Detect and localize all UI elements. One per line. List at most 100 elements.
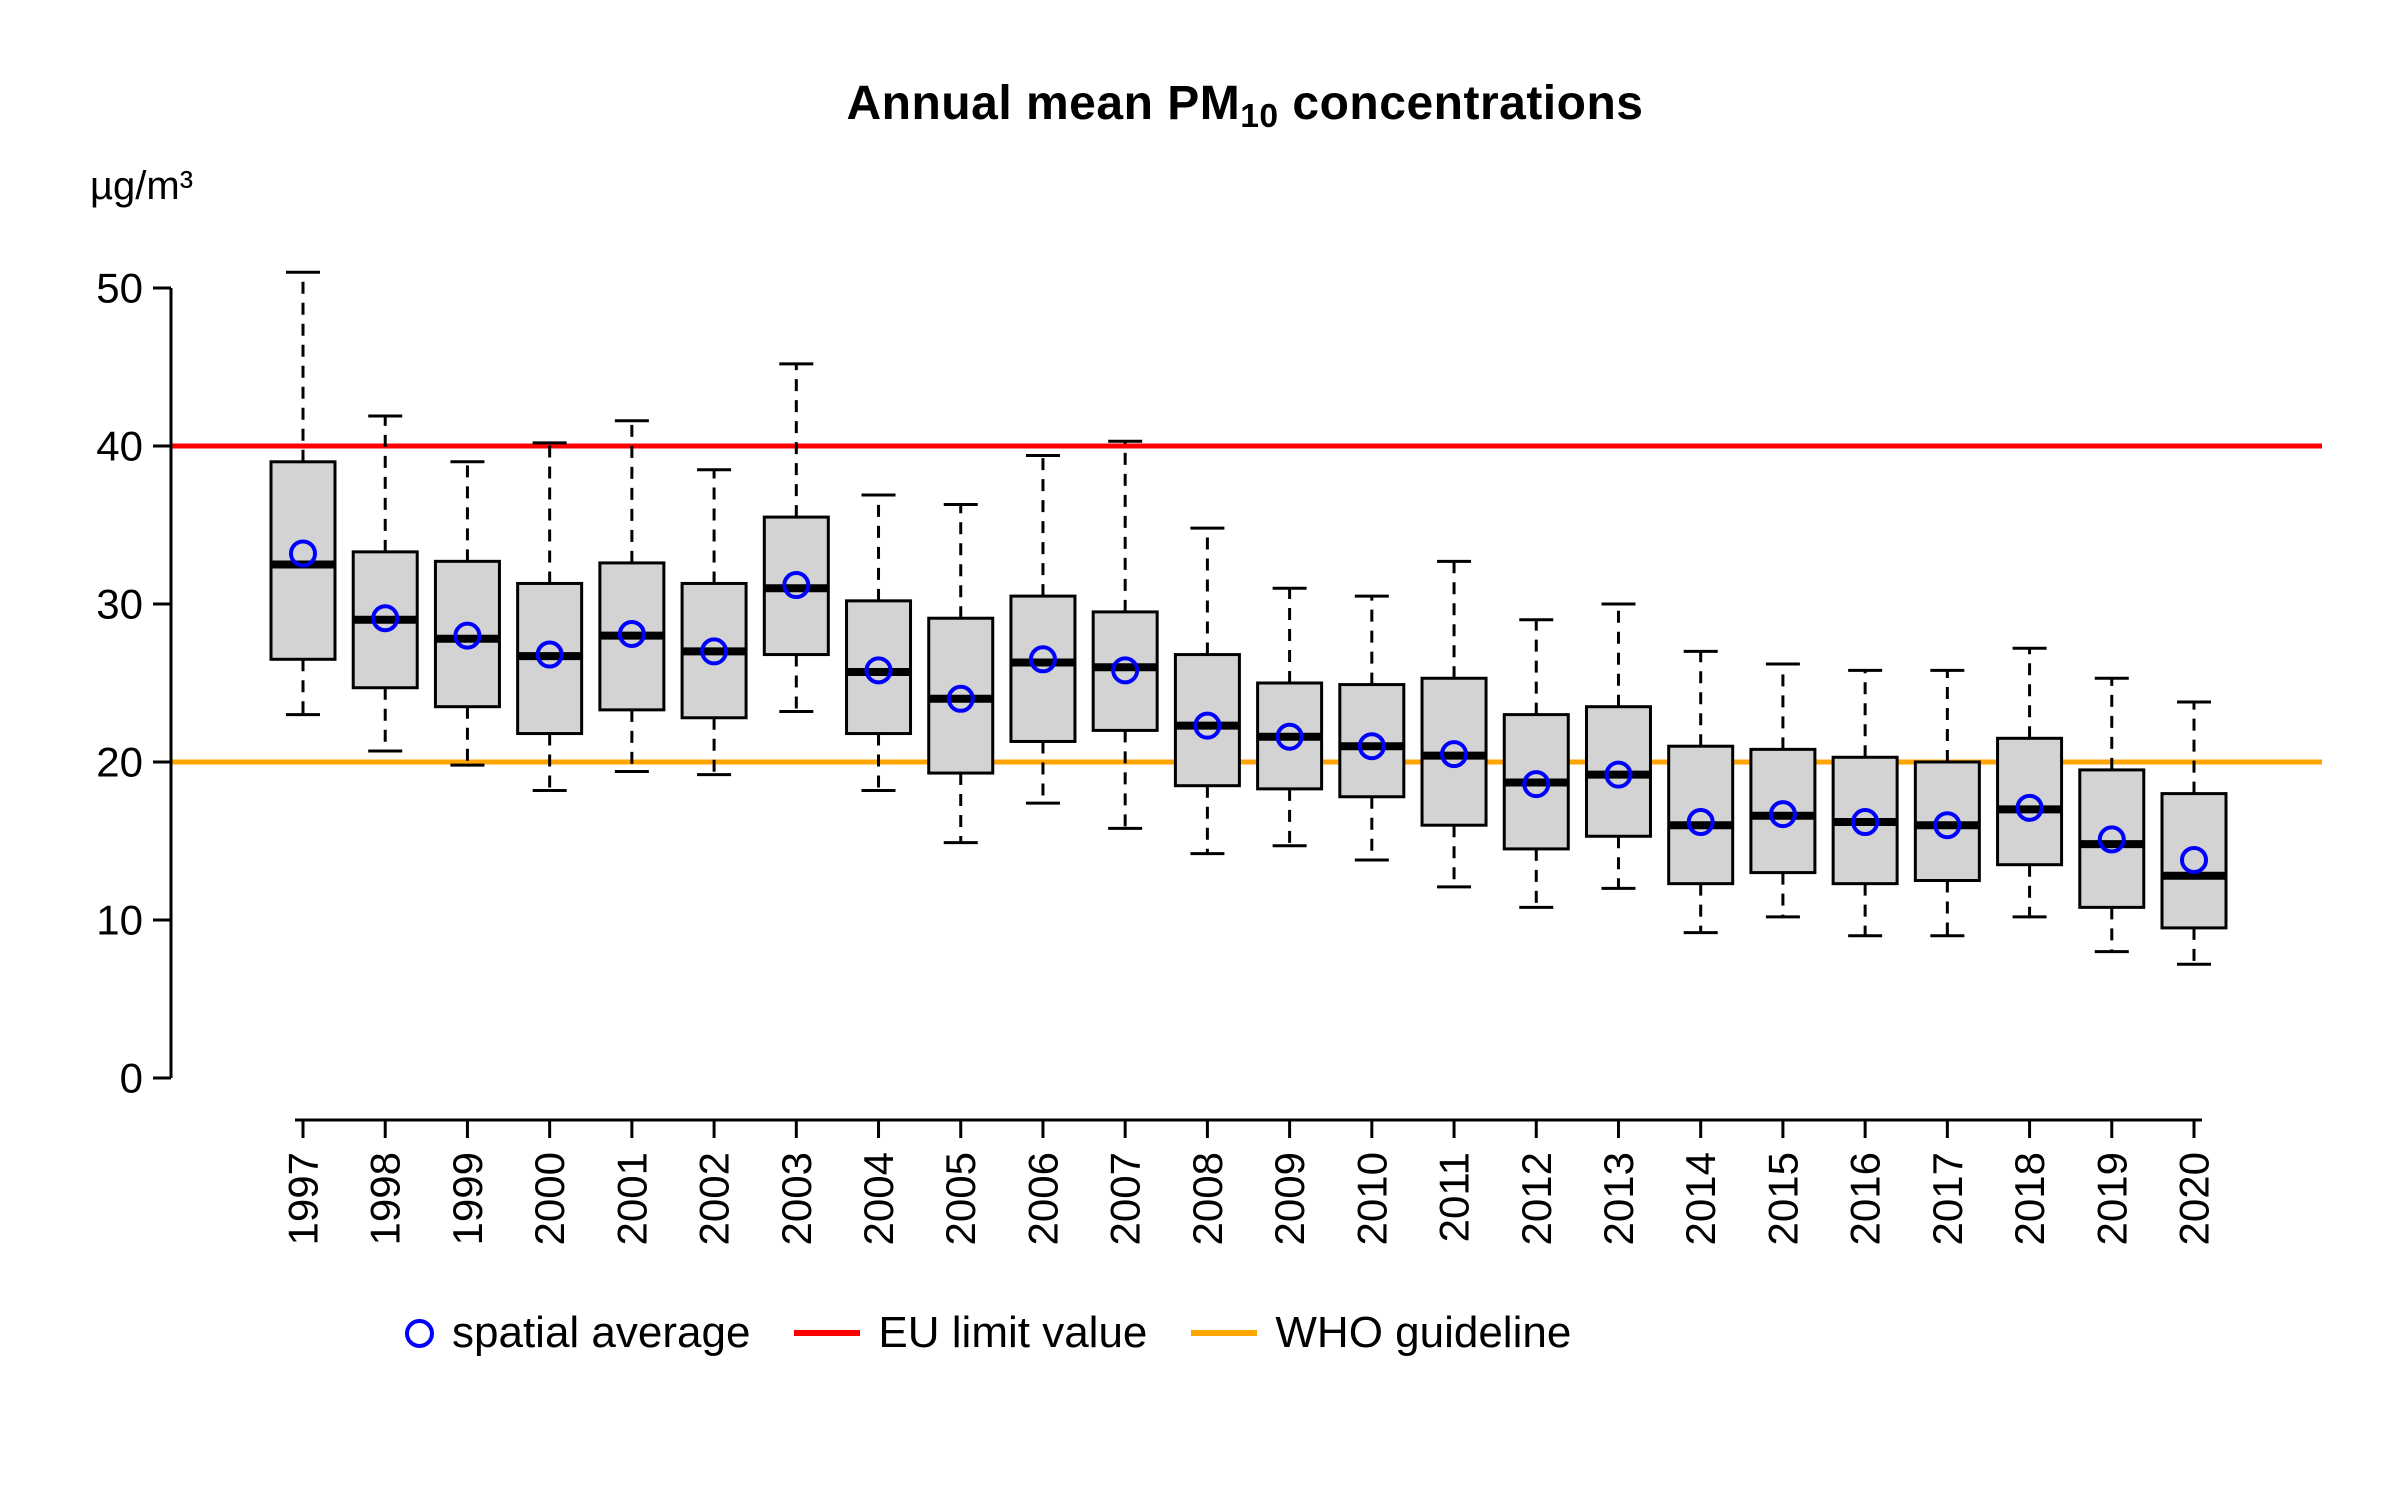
box-group-2001 <box>598 419 666 773</box>
box-group-2004 <box>845 493 913 792</box>
x-tick-label-2018: 2018 <box>2006 1152 2053 1245</box>
x-tick-label-1998: 1998 <box>362 1152 409 1245</box>
y-tick-label-0: 0 <box>120 1055 143 1102</box>
mean-point <box>371 604 400 633</box>
box-group-2009 <box>1256 586 1324 848</box>
box-group-2003 <box>762 362 830 713</box>
mean-point <box>1686 808 1715 837</box>
box-group-2015 <box>1749 662 1817 919</box>
box-group-2020 <box>2160 700 2228 966</box>
mean-point <box>289 539 317 568</box>
x-tick-label-2010: 2010 <box>1348 1152 1395 1245</box>
mean-point <box>1440 740 1469 769</box>
mean-point <box>1275 722 1304 751</box>
y-tick-label-40: 40 <box>96 423 143 470</box>
mean-point <box>1768 800 1797 829</box>
y-tick-label-50: 50 <box>96 265 143 312</box>
box-rect <box>1667 744 1735 886</box>
box-group-2013 <box>1584 602 1652 890</box>
mean-point <box>864 656 893 685</box>
mean-point <box>1193 711 1222 740</box>
mean-point <box>535 640 564 669</box>
x-tick-label-2016: 2016 <box>1842 1152 1889 1245</box>
x-tick-label-2012: 2012 <box>1513 1152 1560 1245</box>
box-group-2000 <box>516 441 584 792</box>
y-axis-unit-label: µg/m³ <box>90 164 194 208</box>
x-tick-label-2006: 2006 <box>1019 1152 1066 1245</box>
box-rect <box>1338 683 1406 799</box>
box-group-2010 <box>1338 594 1406 862</box>
box-group-2017 <box>1913 668 1981 938</box>
mean-point <box>1933 811 1962 840</box>
x-tick-label-2008: 2008 <box>1184 1152 1231 1245</box>
box-group-2002 <box>680 468 748 777</box>
x-tick-label-2001: 2001 <box>608 1152 655 1245</box>
mean-point <box>1851 808 1880 837</box>
x-tick-label-2004: 2004 <box>855 1152 902 1245</box>
box-rect <box>433 559 501 709</box>
x-tick-label-2014: 2014 <box>1677 1152 1724 1245</box>
box-rect <box>2078 768 2146 909</box>
y-tick-label-20: 20 <box>96 739 143 786</box>
x-tick-label-2020: 2020 <box>2171 1152 2218 1245</box>
box-group-2016 <box>1831 668 1899 938</box>
mean-point <box>700 637 729 666</box>
x-tick-label-2005: 2005 <box>937 1152 984 1245</box>
x-tick-label-2000: 2000 <box>526 1152 573 1245</box>
y-tick-label-10: 10 <box>96 897 143 944</box>
x-tick-label-2011: 2011 <box>1431 1152 1478 1242</box>
chart-title-subscript: 10 <box>1240 98 1279 136</box>
box-rect <box>1173 653 1241 788</box>
box-rect <box>1749 747 1817 875</box>
x-tick-label-2019: 2019 <box>2088 1152 2135 1245</box>
chart-title-suffix: concentrations <box>1278 77 1644 130</box>
mean-point <box>1028 645 1057 674</box>
box-group-2012 <box>1502 618 1570 909</box>
box-rect <box>1009 594 1077 743</box>
box-group-2014 <box>1667 649 1735 935</box>
legend-item-spatial-average: spatial average <box>405 1308 750 1358</box>
mean-point <box>1357 732 1386 761</box>
box-group-1997 <box>269 270 337 717</box>
x-tick-label-2002: 2002 <box>691 1152 738 1245</box>
y-tick-label-30: 30 <box>96 581 143 628</box>
x-tick-label-2015: 2015 <box>1759 1152 1806 1245</box>
mean-point <box>2015 793 2044 822</box>
x-tick-label-1999: 1999 <box>444 1152 491 1245</box>
x-tick-label-2009: 2009 <box>1266 1152 1313 1245</box>
x-tick-label-1997: 1997 <box>280 1152 327 1245</box>
box-rect <box>845 599 913 736</box>
box-rect <box>2160 792 2228 930</box>
mean-point <box>617 620 646 649</box>
chart-legend: spatial average EU limit value WHO guide… <box>405 1308 1571 1358</box>
who-guideline-line-icon <box>1191 1330 1258 1336</box>
eu-limit-line-icon <box>794 1330 861 1336</box>
legend-item-who-guideline: WHO guideline <box>1191 1308 1571 1358</box>
x-tick-label-2007: 2007 <box>1102 1152 1149 1245</box>
legend-label-spatial-average: spatial average <box>452 1308 751 1357</box>
mean-point <box>782 571 811 600</box>
box-group-2007 <box>1091 439 1159 830</box>
x-tick-label-2003: 2003 <box>773 1152 820 1245</box>
mean-point <box>1522 770 1551 799</box>
mean-point <box>1604 760 1633 789</box>
legend-label-who-guideline: WHO guideline <box>1275 1308 1572 1357</box>
mean-point <box>2097 825 2126 854</box>
box-group-2008 <box>1173 526 1241 856</box>
box-group-2006 <box>1009 453 1077 805</box>
box-rect <box>1996 736 2064 867</box>
mean-point <box>2180 845 2208 874</box>
mean-point <box>1111 656 1140 685</box>
x-tick-label-2013: 2013 <box>1595 1152 1642 1245</box>
chart-title: Annual mean PM10 concentrations <box>170 76 2320 135</box>
box-group-2005 <box>927 502 995 845</box>
box-group-1998 <box>351 414 419 753</box>
mean-point <box>453 621 482 650</box>
chart-title-prefix: Annual mean PM <box>846 77 1241 130</box>
box-group-1999 <box>433 460 501 767</box>
legend-item-eu-limit-value: EU limit value <box>794 1308 1147 1358</box>
mean-point <box>946 684 975 713</box>
spatial-average-marker-icon <box>405 1318 434 1348</box>
box-group-2019 <box>2078 676 2146 954</box>
